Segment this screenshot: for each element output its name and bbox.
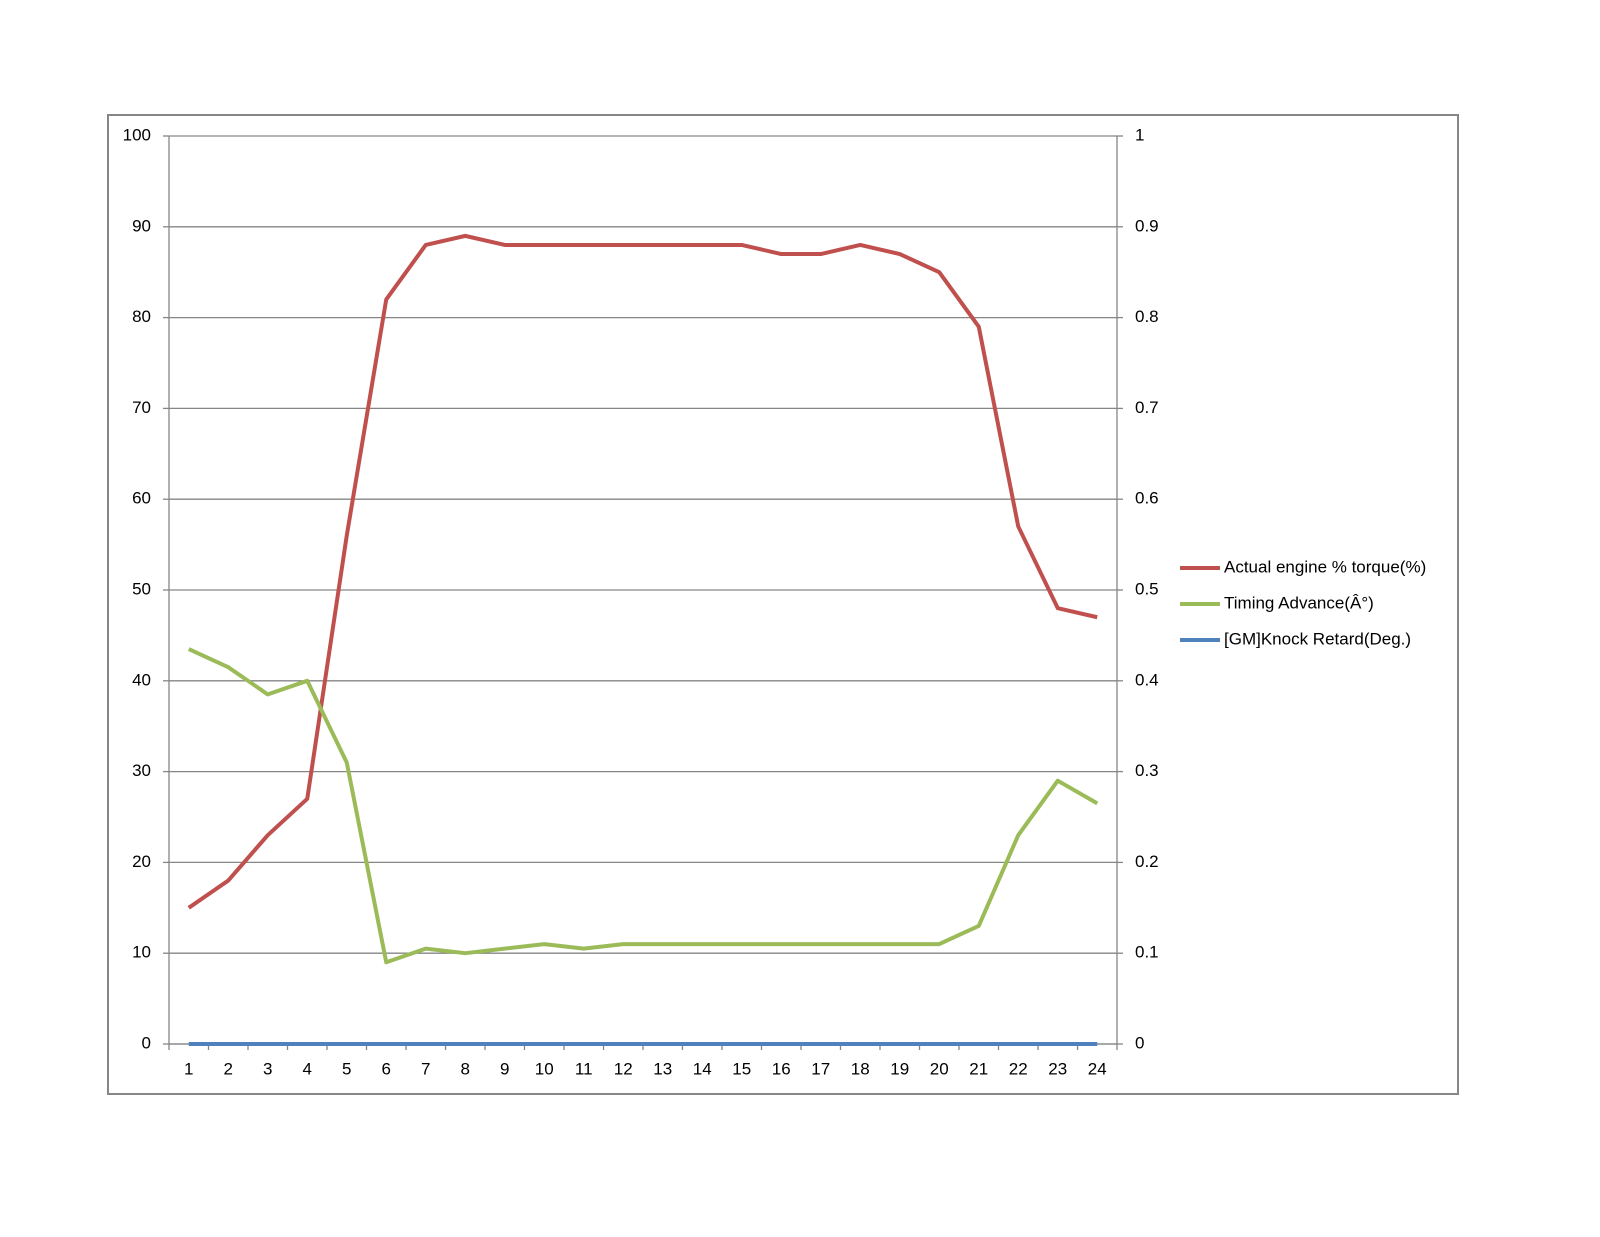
x-tick-label: 6 xyxy=(382,1059,391,1078)
y2-tick-label: 0.8 xyxy=(1135,307,1159,326)
x-tick-label: 13 xyxy=(653,1059,672,1078)
y-tick-label: 0 xyxy=(142,1033,151,1052)
series-line xyxy=(187,647,1099,965)
x-tick-label: 24 xyxy=(1088,1059,1107,1078)
y-tick-label: 70 xyxy=(132,398,151,417)
x-tick-label: 9 xyxy=(500,1059,509,1078)
x-tick-label: 19 xyxy=(890,1059,909,1078)
x-tick-label: 3 xyxy=(263,1059,272,1078)
x-tick-label: 11 xyxy=(575,1059,593,1078)
x-tick-label: 14 xyxy=(693,1059,712,1078)
y-tick-label: 20 xyxy=(132,852,151,871)
legend-label: Actual engine % torque(%) xyxy=(1224,557,1426,576)
y2-tick-label: 0.1 xyxy=(1135,943,1159,962)
y2-tick-label: 0.4 xyxy=(1135,670,1159,689)
x-tick-label: 20 xyxy=(930,1059,949,1078)
x-tick-label: 21 xyxy=(969,1059,988,1078)
series-line xyxy=(187,233,1098,910)
x-tick-label: 10 xyxy=(535,1059,554,1078)
y2-tick-label: 0.2 xyxy=(1135,852,1159,871)
x-tick-label: 1 xyxy=(184,1059,193,1078)
x-tick-label: 5 xyxy=(342,1059,351,1078)
x-tick-label: 16 xyxy=(772,1059,791,1078)
legend-label: Timing Advance(Â°) xyxy=(1224,593,1374,612)
x-tick-label: 18 xyxy=(851,1059,870,1078)
x-tick-label: 15 xyxy=(732,1059,751,1078)
y2-tick-label: 0.5 xyxy=(1135,579,1159,598)
x-tick-label: 23 xyxy=(1048,1059,1067,1078)
y2-tick-label: 1 xyxy=(1135,125,1144,144)
x-tick-label: 17 xyxy=(811,1059,830,1078)
x-tick-label: 12 xyxy=(614,1059,633,1078)
x-tick-label: 22 xyxy=(1009,1059,1028,1078)
y-tick-label: 100 xyxy=(123,125,151,144)
y-tick-label: 90 xyxy=(132,216,151,235)
x-tick-label: 4 xyxy=(303,1059,312,1078)
y-tick-label: 10 xyxy=(132,943,151,962)
y-tick-label: 30 xyxy=(132,761,151,780)
x-tick-label: 7 xyxy=(421,1059,430,1078)
y2-tick-label: 0.6 xyxy=(1135,489,1159,508)
x-tick-label: 2 xyxy=(224,1059,233,1078)
y2-tick-label: 0.7 xyxy=(1135,398,1159,417)
y-tick-label: 80 xyxy=(132,307,151,326)
y2-tick-label: 0.9 xyxy=(1135,216,1159,235)
y2-tick-label: 0.3 xyxy=(1135,761,1159,780)
y-tick-label: 60 xyxy=(132,489,151,508)
y-tick-label: 50 xyxy=(132,579,151,598)
x-tick-label: 8 xyxy=(461,1059,470,1078)
y2-tick-label: 0 xyxy=(1135,1033,1144,1052)
chart-border xyxy=(107,114,1459,1095)
y-tick-label: 40 xyxy=(132,670,151,689)
legend-label: [GM]Knock Retard(Deg.) xyxy=(1224,629,1411,648)
